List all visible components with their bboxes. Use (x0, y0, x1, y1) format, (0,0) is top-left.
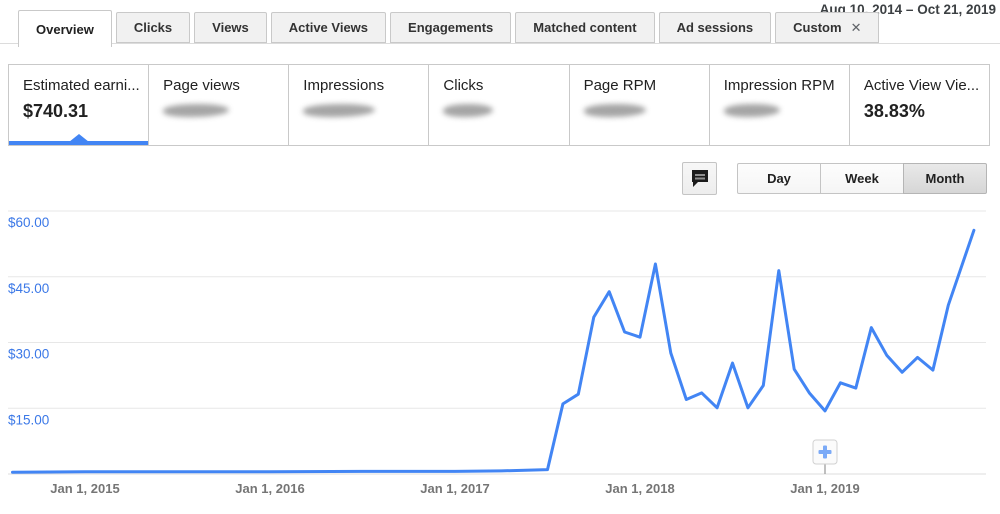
tab-active-views[interactable]: Active Views (270, 12, 387, 43)
x-axis-tick-label: Jan 1, 2017 (420, 481, 489, 496)
metric-card-impression-rpm[interactable]: Impression RPM (708, 65, 849, 145)
hidden-value-smudge (303, 103, 376, 118)
hidden-value-smudge (583, 103, 646, 118)
metric-card-page-rpm[interactable]: Page RPM (568, 65, 709, 145)
close-icon[interactable]: ✕ (850, 20, 862, 35)
metric-cards-panel: Estimated earni... $740.31 Page views Im… (8, 64, 990, 146)
x-axis-tick-label: Jan 1, 2018 (605, 481, 674, 496)
metric-card-page-views[interactable]: Page views (148, 65, 288, 145)
metric-card-active-view-viewability[interactable]: Active View Vie... 38.83% (848, 65, 989, 145)
tab-clicks[interactable]: Clicks (115, 12, 191, 43)
tab-custom[interactable]: Custom ✕ (775, 12, 880, 43)
metric-label: Impression RPM (723, 77, 835, 94)
selected-underline (9, 141, 149, 145)
plus-icon (823, 445, 827, 459)
metric-value: $740.31 (23, 101, 89, 121)
metric-label: Impressions (303, 77, 385, 94)
x-axis-tick-label: Jan 1, 2019 (790, 481, 859, 496)
feedback-button[interactable] (682, 162, 717, 195)
y-axis-tick-label: $30.00 (8, 347, 49, 362)
tab-overview[interactable]: Overview (18, 10, 112, 47)
tab-engagements[interactable]: Engagements (390, 12, 512, 43)
tabstrip-divider (0, 43, 1000, 44)
metric-label: Page RPM (583, 77, 657, 94)
granularity-switcher: Day Week Month (737, 163, 987, 194)
earnings-chart[interactable]: $60.00 $45.00 $30.00 $15.00 Jan 1, 2015 Jan 1… (0, 205, 1000, 514)
metric-label: Clicks (443, 77, 484, 94)
metric-label: Page views (163, 77, 240, 94)
earnings-line-series (11, 228, 976, 474)
metric-card-clicks[interactable]: Clicks (428, 65, 568, 145)
x-axis-tick-label: Jan 1, 2016 (235, 481, 304, 496)
tab-views[interactable]: Views (194, 12, 267, 43)
metric-label: Estimated earni... (23, 77, 140, 94)
tab-ad-sessions[interactable]: Ad sessions (658, 12, 772, 43)
metric-card-impressions[interactable]: Impressions (288, 65, 428, 145)
x-axis-tick-label: Jan 1, 2015 (50, 481, 119, 496)
y-axis-tick-label: $45.00 (8, 281, 49, 296)
month-button[interactable]: Month (903, 163, 987, 194)
annotation-plus-button[interactable] (812, 439, 838, 474)
metric-value: 38.83% (863, 101, 925, 121)
metric-card-estimated-earnings[interactable]: Estimated earni... $740.31 (9, 65, 149, 145)
speech-bubble-icon (691, 170, 708, 187)
y-axis-tick-label: $15.00 (8, 412, 49, 427)
tab-custom-label: Custom (793, 20, 842, 35)
day-button[interactable]: Day (737, 163, 821, 194)
tab-matched-content[interactable]: Matched content (515, 12, 655, 43)
hidden-value-smudge (723, 103, 780, 118)
metric-label: Active View Vie... (863, 77, 980, 94)
hidden-value-smudge (443, 103, 494, 118)
report-tabs: Overview Clicks Views Active Views Engag… (18, 10, 880, 47)
earnings-chart-area: $60.00 $45.00 $30.00 $15.00 Jan 1, 2015 Jan 1… (0, 205, 1000, 514)
hidden-value-smudge (162, 103, 230, 118)
selected-notch (68, 134, 89, 142)
y-axis-tick-label: $60.00 (8, 215, 49, 230)
week-button[interactable]: Week (820, 163, 904, 194)
